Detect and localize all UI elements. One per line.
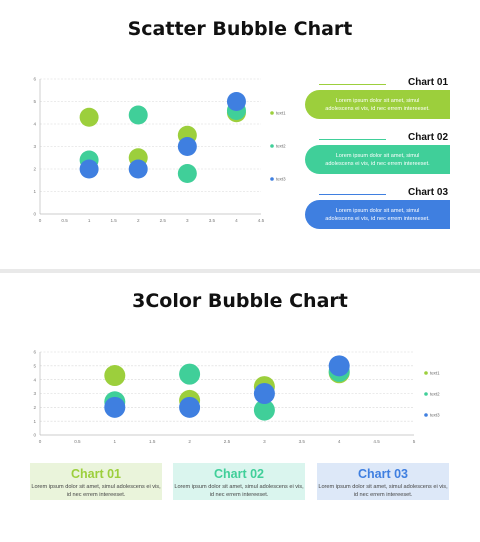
card-title: Chart 02 — [213, 467, 265, 481]
card-chart-01: Chart 01 Lorem ipsum dolor sit amet, sim… — [30, 463, 162, 500]
callout-pill: Lorem ipsum dolor sit amet, simul adoles… — [305, 90, 450, 119]
legend-label: text2 — [276, 144, 286, 149]
y-tick-label: 2 — [33, 405, 36, 410]
callout-chart-01: Chart 01 Lorem ipsum dolor sit amet, sim… — [305, 77, 450, 120]
legend-label: text2 — [430, 392, 440, 397]
x-tick-label: 3.5 — [209, 218, 216, 223]
bubble-chart: 0 1 2 3 4 5 6 0 0.5 1 1.5 2 2.5 3 3.5 4 4.5 5 text1 text2 te… — [33, 350, 440, 444]
x-tick-label: 0.5 — [61, 218, 68, 223]
card-chart-03: Chart 03 Lorem ipsum dolor sit amet, sim… — [317, 463, 449, 500]
bubble-point — [79, 159, 99, 179]
y-tick-label: 2 — [33, 167, 36, 172]
x-tick-label: 4 — [235, 218, 238, 223]
card-text: Lorem ipsum dolor sit amet, simul adoles… — [318, 484, 448, 498]
x-tick-label: 1 — [114, 439, 117, 444]
y-tick-label: 3 — [33, 144, 36, 149]
callout-title: Chart 02 — [407, 132, 448, 143]
card-text: Lorem ipsum dolor sit amet, simul adoles… — [31, 484, 161, 498]
callout-title: Chart 03 — [407, 187, 448, 198]
bubble-point — [177, 137, 197, 156]
x-tick-label: 1 — [88, 218, 91, 223]
y-tick-label: 5 — [33, 99, 36, 104]
x-tick-label: 2.5 — [224, 439, 231, 444]
y-tick-label: 5 — [33, 363, 36, 368]
bubble-point — [104, 396, 126, 418]
y-tick-label: 0 — [33, 433, 36, 438]
x-tick-label: 4 — [338, 439, 341, 444]
x-tick-label: 2 — [188, 439, 191, 444]
bubble-point — [104, 365, 126, 387]
x-tick-label: 0.5 — [74, 439, 81, 444]
y-tick-label: 6 — [33, 350, 36, 355]
y-tick-label: 3 — [33, 391, 36, 396]
callout-divider — [319, 194, 386, 195]
bubble-point — [177, 164, 197, 183]
legend-label: text1 — [276, 111, 286, 116]
x-tick-label: 5 — [413, 439, 416, 444]
slide-scatter-bubble: Scatter Bubble Chart 0 1 2 3 4 5 6 0 0.5 1 1.5 2 2.5… — [0, 0, 480, 269]
bubble-chart: 0 1 2 3 4 5 6 0 0.5 1 1.5 2 2.5 3 3.5 4 4.5 text1 text2 tex… — [33, 77, 286, 223]
callout-chart-03: Chart 03 Lorem ipsum dolor sit amet, sim… — [305, 187, 450, 230]
x-tick-label: 3 — [263, 439, 266, 444]
y-tick-label: 6 — [33, 77, 36, 82]
slide-title: Scatter Bubble Chart — [127, 18, 353, 40]
x-tick-label: 3.5 — [299, 439, 306, 444]
bubble-point — [253, 383, 275, 404]
x-tick-label: 2.5 — [160, 218, 167, 223]
y-tick-label: 1 — [33, 419, 36, 424]
bubble-point — [128, 105, 148, 125]
callout-divider — [319, 139, 386, 140]
legend-marker — [424, 413, 428, 417]
bubble-point — [179, 396, 201, 418]
card-title: Chart 03 — [357, 467, 409, 481]
slide-3color-bubble: 3Color Bubble Chart 0 1 2 3 4 5 6 0 0.5 1 1.5 2 2.5 3… — [0, 273, 480, 542]
bubble-point — [226, 92, 246, 111]
callout-title: Chart 01 — [407, 77, 448, 88]
x-tick-label: 1.5 — [149, 439, 156, 444]
card-chart-02: Chart 02 Lorem ipsum dolor sit amet, sim… — [173, 463, 305, 500]
callout-divider — [319, 84, 386, 85]
x-tick-label: 0 — [39, 439, 42, 444]
y-tick-label: 0 — [33, 212, 36, 217]
x-tick-label: 2 — [137, 218, 140, 223]
x-tick-label: 1.5 — [110, 218, 117, 223]
x-tick-label: 3 — [186, 218, 189, 223]
callout-pill: Lorem ipsum dolor sit amet, simul adoles… — [305, 145, 450, 174]
y-tick-label: 4 — [33, 377, 36, 382]
legend-marker — [270, 144, 274, 148]
bubble-point — [128, 159, 148, 179]
legend-marker — [270, 111, 274, 115]
x-tick-label: 4.5 — [258, 218, 265, 223]
callout-chart-02: Chart 02 Lorem ipsum dolor sit amet, sim… — [305, 132, 450, 175]
legend-marker — [270, 177, 274, 181]
slide-title: 3Color Bubble Chart — [132, 290, 348, 312]
bubble-point — [328, 355, 350, 377]
card-title: Chart 01 — [70, 467, 122, 481]
callout-pill: Lorem ipsum dolor sit amet, simul adoles… — [305, 200, 450, 229]
x-tick-label: 0 — [39, 218, 42, 223]
y-tick-label: 4 — [33, 122, 36, 127]
legend-label: text3 — [276, 177, 286, 182]
bubble-point — [253, 399, 275, 421]
legend-label: text3 — [430, 413, 440, 418]
x-tick-label: 4.5 — [373, 439, 380, 444]
legend-marker — [424, 392, 428, 396]
legend-marker — [424, 371, 428, 375]
bubble-point — [179, 363, 201, 385]
card-text: Lorem ipsum dolor sit amet, simul adoles… — [174, 484, 304, 498]
legend-label: text1 — [430, 371, 440, 376]
y-tick-label: 1 — [33, 189, 36, 194]
bubble-point — [79, 107, 99, 127]
